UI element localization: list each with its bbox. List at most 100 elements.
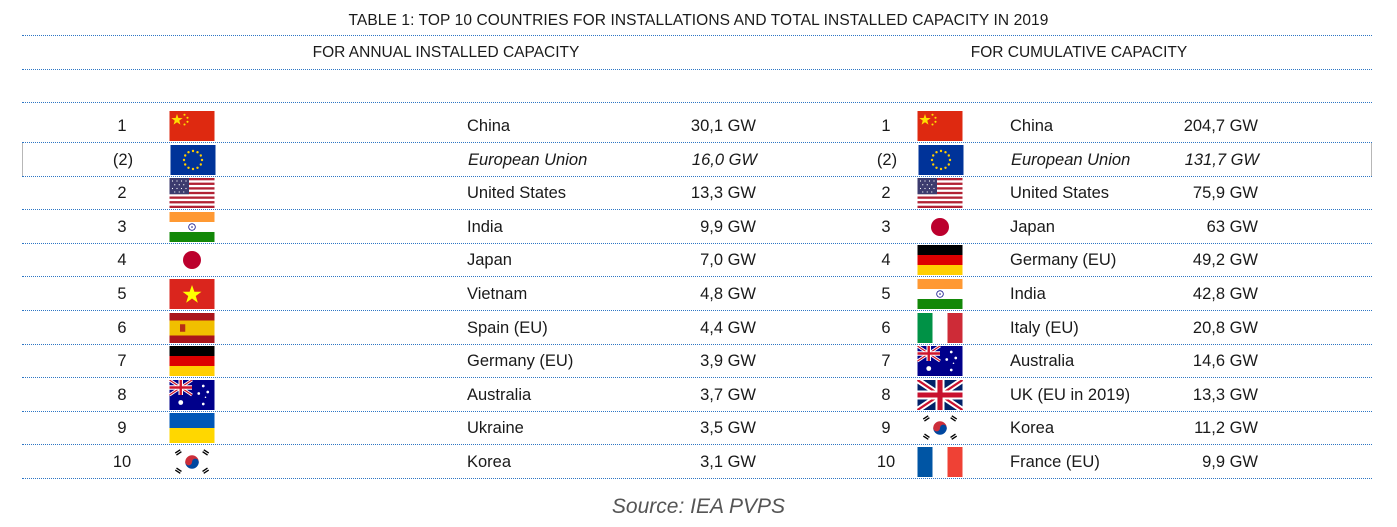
usa-flag-icon [917,178,963,209]
divider [22,377,1372,379]
divider [22,102,1372,103]
annual-rank: 10 [112,453,132,471]
cumulative-value: 49,2 GW [1192,251,1258,270]
annual-rank: 8 [117,385,127,404]
annual-country: United States [467,184,567,203]
cumulative-country: Italy (EU) [1010,318,1079,337]
cumulative-value: 13,3 GW [1192,385,1258,404]
divider [22,209,1372,211]
cumulative-country: India [1010,285,1046,303]
table-row: 1 China 30,1 GW 1 China 204,7 GW [22,109,1372,142]
annual-rank: 7 [117,352,127,371]
annual-country: India [467,217,503,236]
table-row: 10 Korea 3,1 GW 10 France (EU) 9,9 GW [22,445,1372,478]
australia-flag-icon [169,379,215,410]
annual-value: 16,0 GW [691,150,757,169]
cumulative-country: UK (EU in 2019) [1010,385,1131,404]
table-row: 9 Ukraine 3,5 GW 9 Korea 11,2 GW [22,411,1372,444]
cumulative-rank: 7 [881,352,891,371]
annual-country: Vietnam [467,285,528,303]
cumulative-country: China [1010,117,1054,135]
uk-flag-icon [917,379,963,410]
cumulative-country: United States [1010,184,1110,203]
divider [22,343,1372,345]
annual-value: 9,9 GW [700,217,756,236]
india-flag-icon [917,279,963,309]
cumulative-rank: 9 [881,419,891,438]
annual-rank: 5 [117,285,127,303]
italy-flag-icon [917,312,963,343]
annual-rank: 6 [117,318,127,337]
divider [22,175,1372,177]
cumulative-country: European Union [1011,150,1131,169]
cumulative-country: Germany (EU) [1010,251,1117,270]
cumulative-rank: 1 [881,117,891,135]
germany-flag-icon [169,346,215,377]
divider [22,142,1372,143]
cumulative-rank: 5 [881,285,891,303]
cumulative-value: 204,7 GW [1183,117,1258,135]
annual-value: 4,8 GW [700,285,756,303]
cumulative-rank: 3 [881,217,891,236]
cumulative-rank: 2 [881,184,891,203]
korea-flag-icon [169,447,215,477]
cumulative-country: Japan [1010,217,1055,236]
divider [22,410,1372,412]
cumulative-header: FOR CUMULATIVE CAPACITY [970,44,1188,61]
china-flag-icon [169,111,215,141]
table-title: TABLE 1: TOP 10 COUNTRIES FOR INSTALLATI… [348,12,1049,29]
annual-country: European Union [468,150,588,169]
annual-value: 3,7 GW [700,385,756,404]
annual-value: 3,1 GW [700,453,756,471]
cumulative-rank: 6 [881,318,891,337]
cumulative-rank: 4 [881,251,891,270]
cumulative-rank: 10 [876,453,896,471]
divider [22,444,1372,446]
divider [22,276,1372,278]
cumulative-value: 42,8 GW [1192,285,1258,303]
korea-flag-icon [917,413,963,444]
annual-rank: (2) [112,150,134,169]
cumulative-value: 131,7 GW [1184,150,1259,169]
cumulative-value: 63 GW [1206,217,1258,236]
table-row: 2 United States 13,3 GW 2 United States 75,9 … [22,176,1372,209]
annual-rank: 9 [117,419,127,438]
japan-flag-icon [917,211,963,242]
annual-country: China [467,117,511,135]
cumulative-rank: 8 [881,385,891,404]
annual-country: Japan [467,251,512,270]
india-flag-icon [169,211,215,242]
source-note: Source: IEA PVPS [611,495,786,518]
cumulative-country: France (EU) [1010,453,1100,471]
australia-flag-icon [917,346,963,377]
annual-value: 13,3 GW [690,184,756,203]
table-row: 4 Japan 7,0 GW 4 Germany (EU) 49,2 GW [22,243,1372,276]
eu-flag-icon [170,144,216,175]
usa-flag-icon [169,178,215,209]
germany-flag-icon [917,245,963,276]
annual-country: Ukraine [467,419,524,438]
divider [22,35,1372,36]
spain-flag-icon [169,312,215,343]
table-row: 3 India 9,9 GW 3 Japan 63 GW [22,210,1372,243]
table-row: 7 Germany (EU) 3,9 GW 7 Australia 14,6 GW [22,344,1372,377]
annual-rank: 1 [117,117,127,135]
annual-country: Germany (EU) [467,352,574,371]
cumulative-value: 20,8 GW [1192,318,1258,337]
annual-value: 3,5 GW [700,419,756,438]
cumulative-value: 14,6 GW [1192,352,1258,371]
divider [22,478,1372,479]
cumulative-country: Korea [1010,419,1055,438]
japan-flag-icon [169,245,215,276]
annual-value: 4,4 GW [700,318,756,337]
france-flag-icon [917,447,963,477]
ukraine-flag-icon [169,413,215,444]
china-flag-icon [917,111,963,141]
divider [22,310,1372,311]
cumulative-value: 11,2 GW [1194,419,1258,438]
table-row: 8 Australia 3,7 GW 8 UK (EU in 2019) 13,3 GW [22,378,1372,411]
cumulative-rank: (2) [876,150,898,169]
annual-rank: 3 [117,217,127,236]
eu-flag-icon [918,144,964,175]
annual-header: FOR ANNUAL INSTALLED CAPACITY [312,44,580,61]
